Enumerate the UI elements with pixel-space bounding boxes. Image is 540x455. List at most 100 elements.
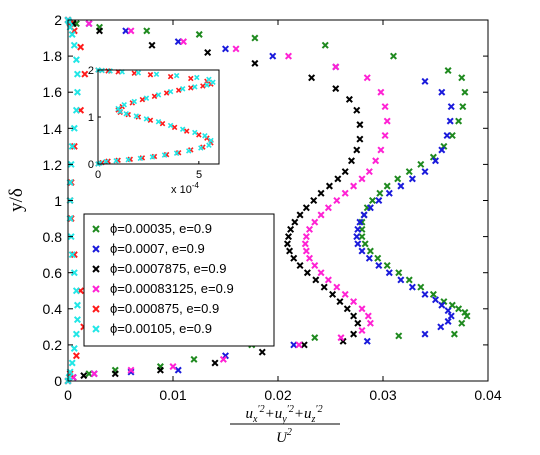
data-point: [405, 276, 413, 284]
data-point: [73, 316, 81, 324]
data-point: [329, 290, 337, 298]
data-point: [385, 189, 393, 197]
data-point: [438, 88, 446, 96]
data-point: [383, 182, 391, 190]
data-point: [90, 370, 98, 378]
inset-data-point: [123, 110, 129, 117]
data-point: [383, 261, 391, 269]
data-point: [366, 319, 374, 327]
data-point: [85, 370, 93, 378]
data-point: [394, 175, 402, 183]
y-tick-label: 0.8: [43, 229, 63, 245]
data-point: [211, 359, 219, 367]
data-point: [438, 301, 446, 309]
data-point: [417, 283, 425, 291]
inset-data-point: [167, 122, 174, 129]
data-point: [334, 175, 342, 183]
data-point: [444, 67, 452, 75]
main-data-points: [64, 16, 471, 385]
data-point: [72, 330, 80, 338]
y-axis-label: y/δ: [6, 188, 27, 212]
data-point: [68, 251, 76, 259]
legend-box: [83, 213, 275, 347]
legend-marker-icon: [92, 265, 100, 273]
legend-entry-label: ϕ=0.0007875, e=0.9: [110, 261, 226, 276]
legend-markers: [92, 225, 100, 333]
data-point: [358, 218, 366, 226]
legend-entry-label: ϕ=0.00035, e=0.9: [110, 221, 212, 236]
y-tick-label: 1.2: [43, 157, 63, 173]
data-point: [122, 27, 130, 35]
inset-y-tick-label: 0: [88, 159, 94, 171]
data-point: [283, 240, 291, 248]
data-point: [95, 27, 104, 35]
data-point: [308, 74, 316, 82]
data-point: [341, 168, 349, 176]
data-point: [447, 103, 455, 111]
legend-marker-icon: [92, 245, 100, 253]
x-tick-label: 0.02: [264, 387, 291, 403]
data-point: [421, 168, 429, 176]
y-tick-label: 1: [54, 193, 62, 209]
inset-y-tick-label: 2: [88, 65, 94, 77]
data-point: [296, 261, 304, 269]
y-tick-label: 0.6: [43, 265, 63, 281]
data-point: [375, 196, 383, 205]
inset-data-point: [103, 158, 109, 165]
inset-data-point: [194, 74, 200, 81]
inset-data-point: [133, 113, 140, 119]
data-point: [290, 341, 298, 349]
data-point: [431, 157, 440, 165]
inset-data-point: [196, 132, 202, 138]
inset-data-point: [204, 82, 210, 88]
data-point: [356, 135, 364, 143]
data-point: [444, 317, 452, 325]
data-point: [358, 247, 366, 255]
inset-x-tick-label: 5: [196, 169, 202, 181]
data-point: [321, 41, 329, 49]
legend-entry-label: ϕ=0.00083125, e=0.9: [110, 281, 234, 296]
legend-marker-icon: [92, 225, 100, 233]
inset-data-point: [167, 73, 174, 80]
data-point: [204, 48, 212, 56]
inset-data-point: [107, 68, 113, 74]
inset-data-point: [200, 83, 206, 89]
inset-data-point: [167, 88, 174, 95]
data-point: [363, 337, 371, 345]
data-point: [127, 27, 135, 35]
data-point: [325, 182, 333, 190]
data-point: [290, 254, 298, 262]
data-point: [179, 38, 188, 46]
data-point: [169, 363, 177, 371]
inset-data-point: [125, 157, 132, 163]
legend-marker-icon: [92, 305, 100, 313]
data-point: [311, 334, 319, 342]
inset-data-point: [147, 71, 154, 78]
data-point: [429, 290, 437, 298]
data-point: [408, 175, 416, 183]
data-point: [70, 251, 78, 259]
inset-x-scale-factor: x 10-4: [171, 181, 199, 196]
data-point: [343, 305, 351, 313]
data-point: [258, 348, 266, 356]
inset-data-point: [163, 90, 170, 96]
data-point: [372, 157, 380, 165]
data-point: [70, 345, 78, 353]
data-point: [421, 290, 429, 298]
data-point: [448, 301, 456, 309]
data-point: [455, 305, 463, 313]
data-point: [444, 307, 452, 315]
inset-data-point: [173, 72, 180, 79]
data-point: [81, 70, 89, 78]
inset-data-point: [192, 129, 198, 136]
inset-data-point: [143, 116, 150, 122]
data-point: [431, 296, 440, 304]
data-point: [458, 74, 466, 82]
inset-data-point: [198, 145, 204, 151]
inset-data-point: [206, 76, 212, 83]
inset-data-point: [113, 157, 119, 164]
data-point: [301, 240, 309, 248]
inset-data-point: [183, 128, 190, 134]
x-axis-label: ux′2+uy′2+uz′2 U2: [230, 404, 340, 446]
data-point: [295, 341, 303, 349]
